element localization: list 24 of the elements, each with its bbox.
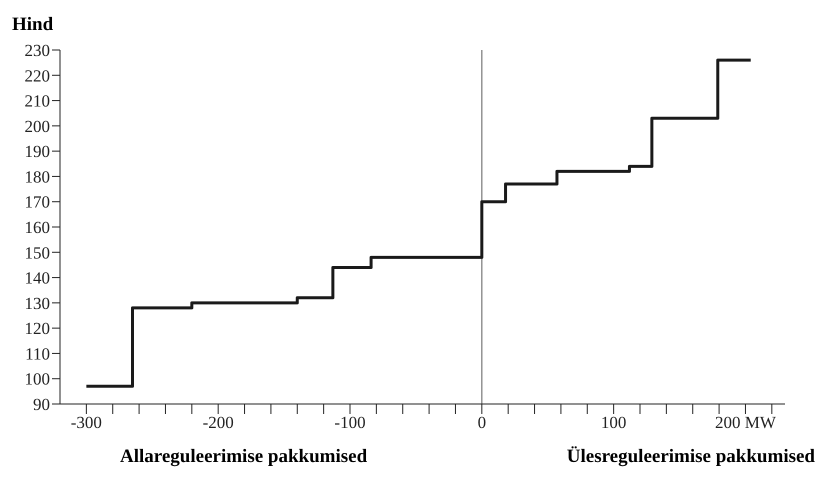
- y-tick-label: 120: [24, 319, 50, 338]
- y-tick-label: 90: [33, 395, 50, 414]
- x-tick-label: -300: [70, 413, 102, 432]
- x-tick-label: -100: [334, 413, 366, 432]
- y-tick-label: 190: [24, 142, 50, 162]
- y-tick-label: 210: [24, 92, 50, 111]
- y-tick-label: 160: [24, 218, 50, 238]
- x-tick-label: -200: [202, 413, 234, 432]
- y-tick-label: 200: [24, 116, 50, 136]
- x-tick-label: 200 MW: [714, 413, 777, 432]
- y-tick-label: 220: [24, 66, 50, 86]
- y-tick-label: 140: [24, 268, 50, 288]
- y-tick-label: 170: [24, 192, 50, 212]
- x-tick-label: 0: [478, 413, 486, 432]
- text: Ülesreguleerimise pakkumised: [566, 446, 815, 468]
- text: Allareguleerimise pakkumised: [120, 446, 368, 468]
- y-tick-label: 230: [24, 41, 50, 60]
- y-tick-label: 130: [24, 294, 50, 313]
- y-tick-label: 150: [24, 243, 50, 262]
- y-tick-label: 100: [24, 370, 50, 389]
- y-axis-title: Hind: [12, 14, 54, 36]
- y-tick-label: 110: [25, 344, 50, 364]
- y-tick-label: 180: [24, 167, 50, 186]
- x-tick-label: 100: [600, 413, 626, 432]
